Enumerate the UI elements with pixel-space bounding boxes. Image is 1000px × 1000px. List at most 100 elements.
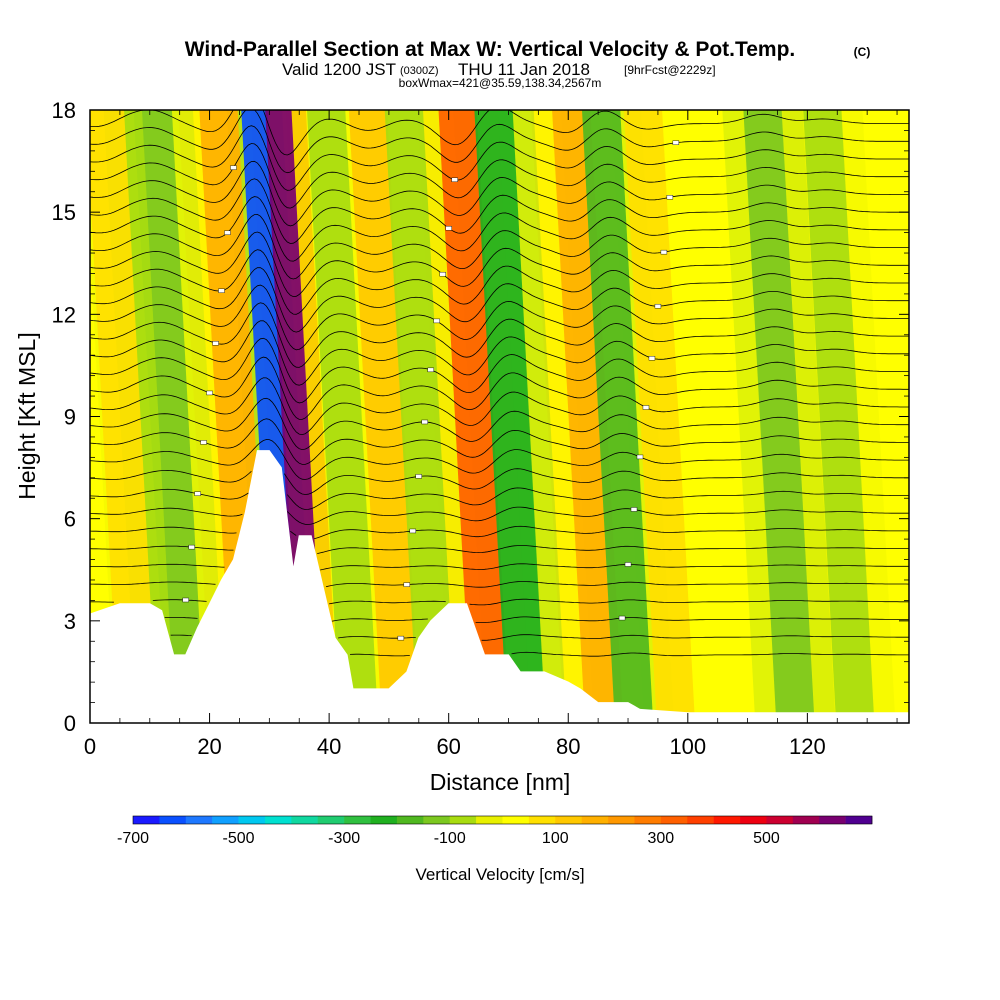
valid-date: THU 11 Jan 2018 <box>458 60 590 79</box>
colorbar-tick-label: -300 <box>328 830 360 847</box>
terrain <box>90 450 909 723</box>
colorbar-swatch <box>212 816 239 824</box>
contour-label-marker <box>630 507 638 512</box>
theta-contour <box>90 249 909 315</box>
colorbar-swatch <box>740 816 767 824</box>
theta-contour <box>90 284 909 351</box>
contour-label-marker <box>403 582 411 587</box>
copyright-mark: (C) <box>854 45 871 59</box>
colorbar-swatch <box>528 816 556 824</box>
theta-contour <box>90 110 909 156</box>
colorbar-swatch <box>370 816 398 824</box>
theta-contour <box>90 337 909 404</box>
valid-prefix: Valid 1200 JST <box>282 60 396 79</box>
theta-contour <box>90 377 909 436</box>
contour-label-marker <box>188 544 195 550</box>
colorbar-swatch <box>713 816 741 824</box>
colorbar-tick-label: 100 <box>542 830 569 847</box>
chart-title: Wind-Parallel Section at Max W: Vertical… <box>185 38 796 61</box>
contour-label-marker <box>224 230 231 235</box>
y-tick-label: 0 <box>64 711 76 736</box>
contour-label-marker <box>451 177 458 183</box>
theta-contour <box>90 160 909 227</box>
x-tick-label: 80 <box>556 734 580 759</box>
y-tick-label: 3 <box>64 609 76 634</box>
colorbar-swatch <box>317 816 345 824</box>
contour-label-marker <box>618 615 626 621</box>
contour-label-marker <box>666 195 674 200</box>
theta-contour <box>90 468 909 495</box>
colorbar-swatch <box>608 816 635 824</box>
colorbar-swatch <box>766 816 794 824</box>
colorbar: -700 -500 -300 -100 100 300 500 <box>117 815 873 847</box>
contour-label-marker <box>439 271 446 277</box>
colorbar-tick-label: -500 <box>223 830 255 847</box>
theta-contour <box>90 320 909 386</box>
theta-contour <box>90 143 909 209</box>
x-tick-label: 20 <box>197 734 221 759</box>
contour-label-marker <box>409 528 417 534</box>
y-tick-label: 6 <box>64 507 76 532</box>
contour-label-marker <box>642 405 650 410</box>
theta-contour <box>90 545 909 554</box>
velocity-band <box>474 110 546 723</box>
x-tick-label: 40 <box>317 734 341 759</box>
velocity-band <box>438 110 510 723</box>
colorbar-swatch <box>344 816 371 824</box>
colorbar-swatch <box>185 816 213 824</box>
velocity-band <box>307 110 379 723</box>
contour-label-marker <box>654 303 662 309</box>
plot-area <box>90 110 909 723</box>
colorbar-swatch <box>845 816 873 824</box>
contour-label-marker <box>397 635 405 641</box>
theta-contour <box>90 439 909 480</box>
x-tick-label: 0 <box>84 734 96 759</box>
velocity-field <box>90 110 896 723</box>
contour-label-marker <box>636 454 644 460</box>
contour-label-marker <box>427 367 434 373</box>
contour-label-marker <box>433 318 440 324</box>
x-tick-label: 120 <box>789 734 826 759</box>
theta-contour <box>90 598 909 606</box>
colorbar-swatch <box>159 816 187 824</box>
y-tick-label: 18 <box>52 98 76 123</box>
colorbar-swatch <box>291 816 319 824</box>
colorbar-swatch <box>476 816 503 824</box>
theta-contour-labels <box>182 140 680 641</box>
colorbar-swatch <box>264 816 292 824</box>
velocity-band <box>743 110 815 723</box>
contour-label-marker <box>672 140 680 145</box>
theta-contour <box>90 563 909 571</box>
theta-contour <box>90 178 909 244</box>
contour-label-marker <box>230 165 237 170</box>
theta-contours <box>90 110 909 657</box>
colorbar-frame <box>132 815 873 825</box>
y-tick-label: 9 <box>64 405 76 430</box>
contour-label-marker <box>200 440 207 445</box>
colorbar-swatch <box>792 816 820 824</box>
contour-label-marker <box>445 226 452 231</box>
colorbar-swatch <box>238 816 266 824</box>
y-axis: 0 3 6 9 12 15 18 <box>52 98 909 736</box>
contour-label-marker <box>182 597 189 603</box>
theta-contour <box>90 267 909 333</box>
theta-contour <box>90 302 909 368</box>
velocity-band <box>552 110 624 723</box>
theta-contour <box>90 231 909 298</box>
colorbar-tick-label: -700 <box>117 830 149 847</box>
boxwmax-info: boxWmax=421@35.59,138.34,2567m <box>399 76 602 90</box>
theta-contour <box>90 213 909 280</box>
colorbar-swatch <box>819 816 846 824</box>
colorbar-swatch <box>660 816 688 824</box>
x-tick-label: 60 <box>436 734 460 759</box>
y-tick-label: 12 <box>52 302 76 327</box>
theta-contour <box>164 616 909 623</box>
colorbar-swatch <box>133 816 160 824</box>
velocity-band <box>581 110 654 723</box>
velocity-band <box>803 110 875 723</box>
valid-utc: (0300Z) <box>400 65 439 77</box>
colorbar-swatch <box>502 816 530 824</box>
contour-label-marker <box>218 288 225 293</box>
colorbar-title: Vertical Velocity [cm/s] <box>415 865 584 884</box>
